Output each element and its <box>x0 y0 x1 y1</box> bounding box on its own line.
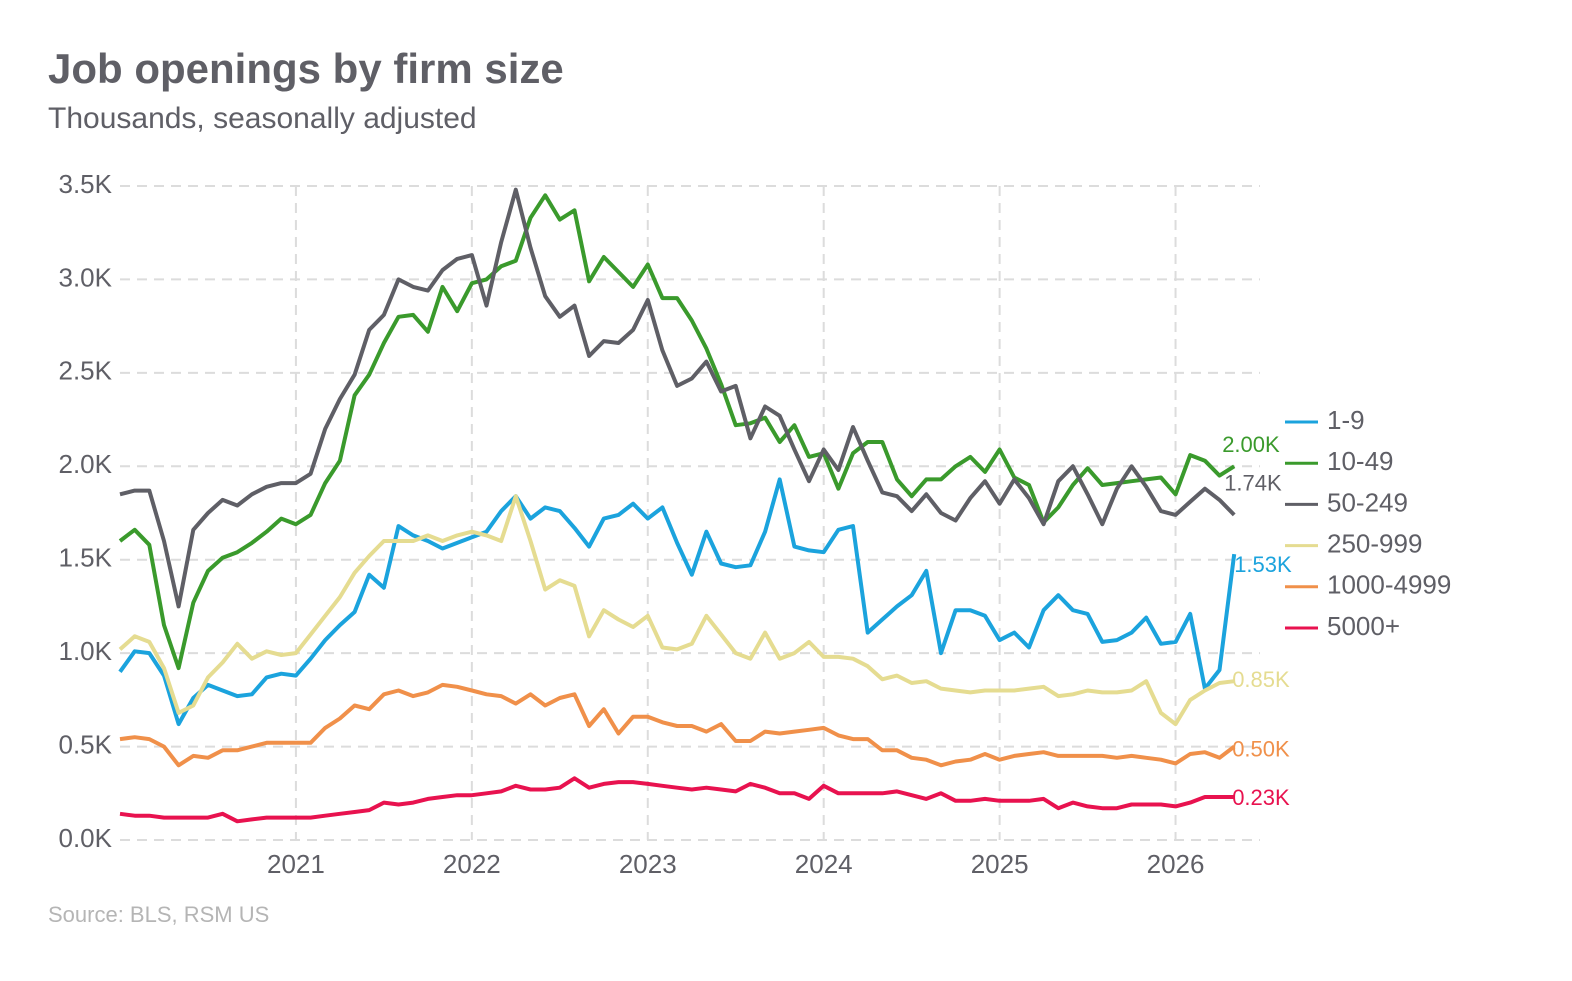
x-tick-label: 2023 <box>619 849 677 879</box>
end-value-label: 0.23K <box>1232 785 1290 810</box>
y-tick-label: 3.5K <box>59 169 113 199</box>
legend-label: 1-9 <box>1327 405 1365 435</box>
y-tick-label: 1.5K <box>59 543 113 573</box>
source-note: Source: BLS, RSM US <box>48 902 269 927</box>
legend-label: 5000+ <box>1327 611 1400 641</box>
end-value-label: 2.00K <box>1222 432 1280 457</box>
end-value-label: 1.74K <box>1224 471 1282 496</box>
legend-label: 10-49 <box>1327 446 1394 476</box>
y-tick-label: 0.0K <box>59 823 113 853</box>
x-tick-label: 2024 <box>795 849 853 879</box>
x-tick-label: 2022 <box>443 849 501 879</box>
legend-label: 250-999 <box>1327 528 1422 558</box>
series-line <box>118 193 1236 671</box>
series-line <box>118 494 1235 727</box>
chart-title: Job openings by firm size <box>48 45 564 92</box>
labels: 0.0K 0.5K 1.0K 1.5K 2.0K 2.5K 3.0K 3.5K 2021 2022… <box>59 169 1452 879</box>
series-line <box>119 776 1235 824</box>
end-value-label: 0.50K <box>1232 736 1290 761</box>
y-tick-label: 0.5K <box>59 729 113 759</box>
y-tick-label: 2.0K <box>59 449 113 479</box>
chart-subtitle: Thousands, seasonally adjusted <box>48 102 477 135</box>
x-tick-label: 2026 <box>1147 849 1205 879</box>
x-tick-label: 2021 <box>267 849 325 879</box>
y-tick-label: 2.5K <box>59 356 113 386</box>
end-value-label: 0.85K <box>1232 667 1290 692</box>
legend-label: 1000-4999 <box>1327 570 1451 600</box>
y-tick-label: 3.0K <box>59 262 113 292</box>
plot-lines <box>118 187 1237 824</box>
grid <box>120 185 1260 841</box>
series-line <box>118 477 1237 727</box>
end-value-label: 1.53K <box>1234 552 1292 577</box>
series-line <box>119 682 1236 768</box>
x-tick-label: 2025 <box>971 849 1029 879</box>
legend-label: 50-249 <box>1327 487 1408 517</box>
series-line <box>119 187 1236 609</box>
y-tick-label: 1.0K <box>59 636 113 666</box>
